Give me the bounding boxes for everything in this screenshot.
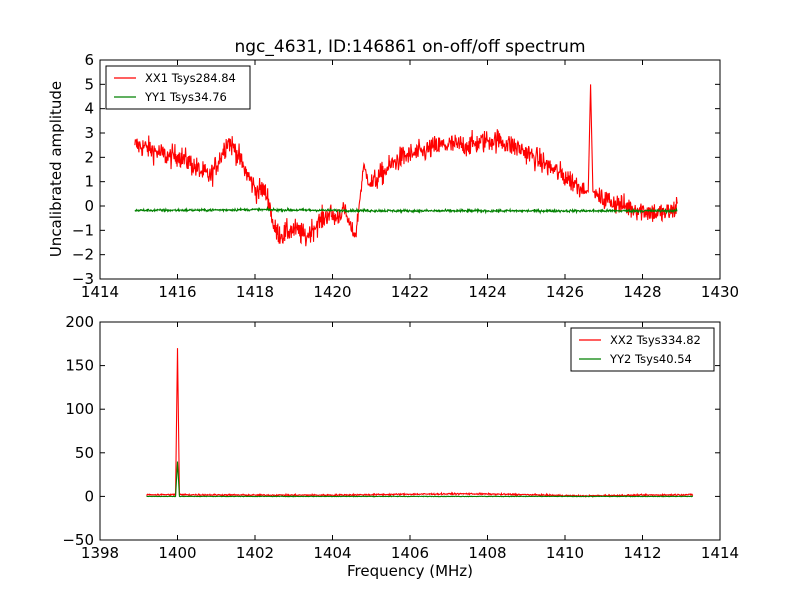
x-tick-label: 1406 xyxy=(391,544,429,562)
y-tick-label: 0 xyxy=(84,197,94,215)
x-tick-label: 1426 xyxy=(546,283,584,301)
y-tick-label: 5 xyxy=(84,75,94,93)
legend-box xyxy=(570,327,715,372)
y-tick-label: 100 xyxy=(65,400,94,418)
x-tick-label: 1410 xyxy=(546,544,584,562)
x-tick-label: 1414 xyxy=(81,283,119,301)
x-tick-label: 1424 xyxy=(468,283,506,301)
x-tick-label: 1420 xyxy=(313,283,351,301)
x-tick-label: 1402 xyxy=(236,544,274,562)
y-tick-label: 150 xyxy=(65,357,94,375)
x-axis-label: Frequency (MHz) xyxy=(347,562,473,580)
x-tick-label: 1404 xyxy=(313,544,351,562)
x-tick-label: 1428 xyxy=(623,283,661,301)
legend-label: YY2 Tsys40.54 xyxy=(609,352,692,366)
legend-box xyxy=(105,65,251,110)
y-tick-label: 4 xyxy=(84,100,94,118)
series-line-1 xyxy=(146,348,694,498)
x-tick-label: 1416 xyxy=(158,283,196,301)
x-tick-label: 1412 xyxy=(623,544,661,562)
y-axis-label: Uncalibrated amplitude xyxy=(47,81,65,257)
x-tick-label: 1430 xyxy=(701,283,739,301)
y-tick-label: −3 xyxy=(72,270,94,288)
legend-label: YY1 Tsys34.76 xyxy=(144,90,227,104)
x-tick-label: 1400 xyxy=(158,544,196,562)
top-plot: 1414 1416 1418 1420 1422 1424 1426 1428 1430−3−2… xyxy=(72,51,739,301)
legend: XX2 Tsys334.82 YY2 Tsys40.54 xyxy=(570,327,715,372)
series-line-1 xyxy=(134,84,678,247)
y-tick-label: −2 xyxy=(72,246,94,264)
y-tick-label: 3 xyxy=(84,124,94,142)
x-tick-label: 1408 xyxy=(468,544,506,562)
y-tick-label: 2 xyxy=(84,148,94,166)
x-tick-label: 1422 xyxy=(391,283,429,301)
series-line-2 xyxy=(134,206,678,215)
y-tick-label: 6 xyxy=(84,51,94,69)
chart-title: ngc_4631, ID:146861 on-off/off spectrum xyxy=(234,37,585,57)
legend-label: XX1 Tsys284.84 xyxy=(145,71,236,85)
y-tick-label: 1 xyxy=(84,173,94,191)
series-line-2 xyxy=(146,461,693,498)
legend-label: XX2 Tsys334.82 xyxy=(610,333,701,347)
x-tick-label: 1418 xyxy=(236,283,274,301)
x-tick-label: 1398 xyxy=(81,544,119,562)
series-group xyxy=(146,348,694,498)
bottom-plot: 1398 1400 1402 1404 1406 1408 1410 1412 1414 −50 0… xyxy=(62,313,739,562)
y-tick-label: −50 xyxy=(62,531,94,549)
series-group xyxy=(134,84,678,247)
y-tick-label: 50 xyxy=(75,444,94,462)
y-tick-label: −1 xyxy=(72,221,94,239)
legend: XX1 Tsys284.84 YY1 Tsys34.76 xyxy=(105,65,251,110)
y-tick-label: 0 xyxy=(84,487,94,505)
y-tick-label: 200 xyxy=(65,313,94,331)
x-tick-label: 1414 xyxy=(701,544,739,562)
